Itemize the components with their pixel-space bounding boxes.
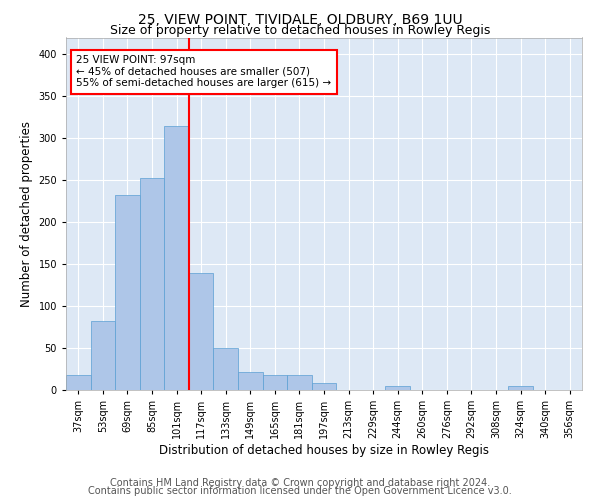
Bar [238,372,263,390]
Text: Contains public sector information licensed under the Open Government Licence v3: Contains public sector information licen… [88,486,512,496]
X-axis label: Distribution of detached houses by size in Rowley Regis: Distribution of detached houses by size … [159,444,489,457]
Bar [66,375,91,390]
Bar [312,384,336,390]
Bar [115,196,140,390]
Bar [508,386,533,390]
Bar [287,375,312,390]
Bar [214,348,238,390]
Text: 25, VIEW POINT, TIVIDALE, OLDBURY, B69 1UU: 25, VIEW POINT, TIVIDALE, OLDBURY, B69 1… [137,12,463,26]
Bar [91,321,115,390]
Bar [385,386,410,390]
Bar [164,126,189,390]
Bar [189,272,214,390]
Bar [263,375,287,390]
Bar [140,178,164,390]
Y-axis label: Number of detached properties: Number of detached properties [20,120,33,306]
Text: Size of property relative to detached houses in Rowley Regis: Size of property relative to detached ho… [110,24,490,37]
Text: Contains HM Land Registry data © Crown copyright and database right 2024.: Contains HM Land Registry data © Crown c… [110,478,490,488]
Text: 25 VIEW POINT: 97sqm
← 45% of detached houses are smaller (507)
55% of semi-deta: 25 VIEW POINT: 97sqm ← 45% of detached h… [76,55,331,88]
